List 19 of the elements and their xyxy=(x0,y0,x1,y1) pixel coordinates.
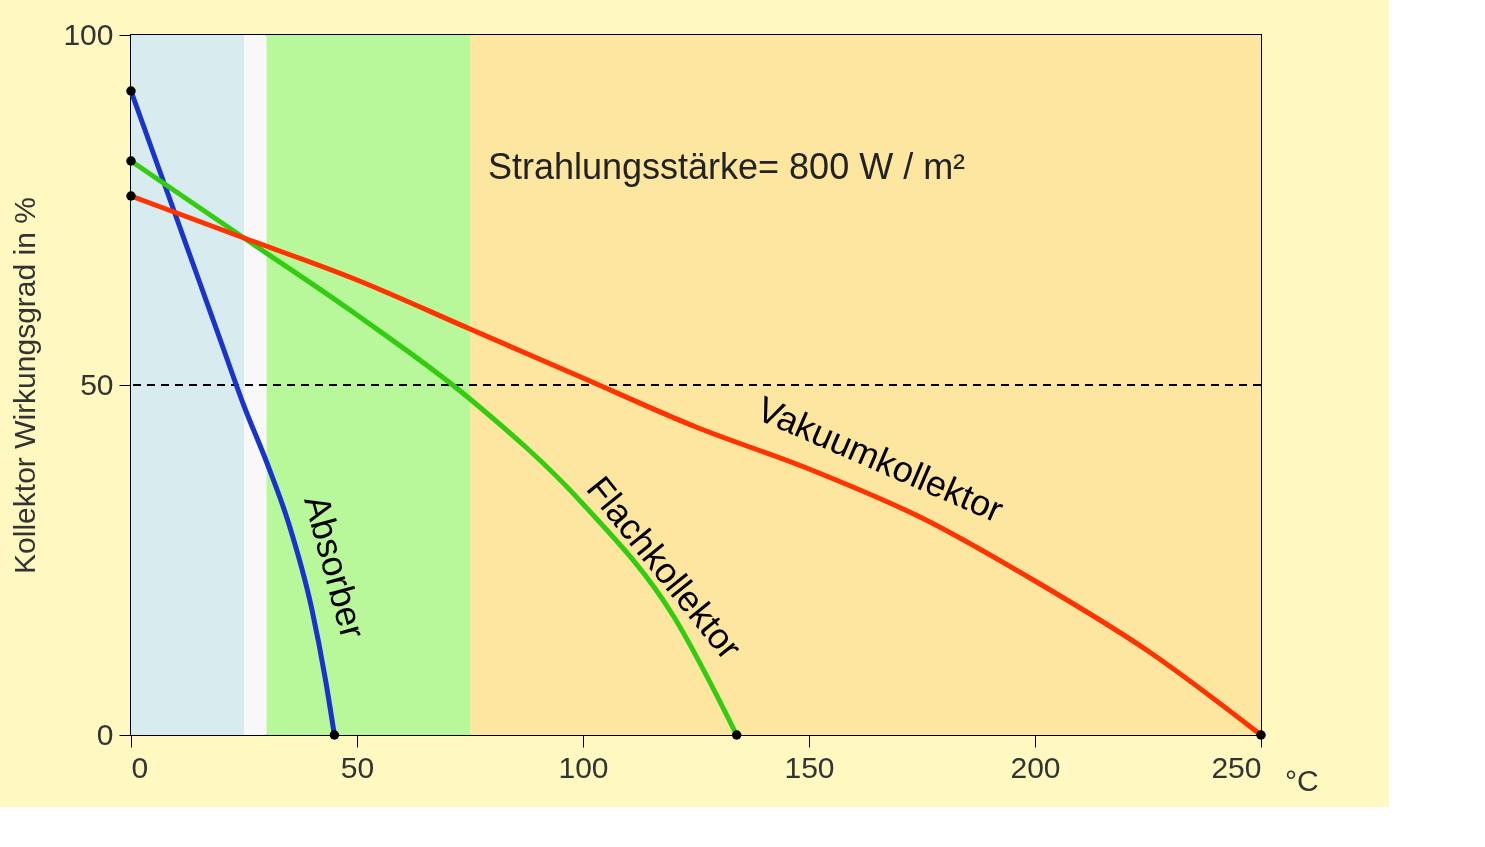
x-tick-label: 100 xyxy=(558,750,609,784)
point xyxy=(329,730,340,740)
y-tick-label: 100 xyxy=(63,17,114,51)
y-axis-title: Kollektor Wirkungsgrad in % xyxy=(8,197,42,574)
point xyxy=(1256,730,1266,740)
point xyxy=(126,156,136,166)
annotation: Strahlungsstärke= 800 W / m² xyxy=(487,146,966,187)
x-tick-label: 200 xyxy=(1010,750,1061,784)
x-tick-label: 0 xyxy=(131,750,149,784)
y-tick-label: 50 xyxy=(80,367,114,401)
text: Absorber xyxy=(296,490,374,643)
point xyxy=(126,86,136,96)
x-tick-label: 150 xyxy=(784,750,835,784)
y-tick-label: 0 xyxy=(96,717,114,751)
x-tick-label: 250 xyxy=(1211,750,1262,784)
point xyxy=(126,191,136,201)
point xyxy=(731,730,742,740)
x-tick-label: 50 xyxy=(340,750,375,784)
x-axis-title: °C xyxy=(1285,764,1319,797)
